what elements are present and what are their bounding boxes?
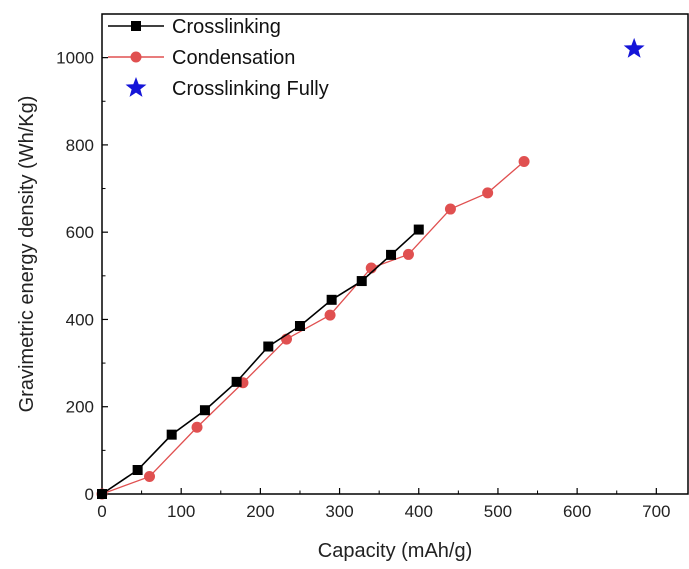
legend-marker — [131, 21, 141, 31]
data-point — [386, 249, 397, 260]
x-tick-label: 300 — [325, 502, 353, 521]
plot-frame — [101, 13, 689, 495]
legend-label: Crosslinking Fully — [172, 78, 329, 100]
data-point — [231, 376, 242, 387]
x-tick-label: 400 — [405, 502, 433, 521]
data-point — [199, 405, 210, 416]
y-tick-label: 400 — [66, 310, 94, 329]
data-point — [166, 429, 177, 440]
series-condensation — [96, 155, 530, 500]
x-tick-label: 600 — [563, 502, 591, 521]
data-point — [326, 294, 337, 305]
data-point — [263, 341, 274, 352]
data-point — [402, 248, 414, 260]
data-point — [191, 421, 203, 433]
x-axis-title: Capacity (mAh/g) — [318, 540, 473, 562]
y-tick-label: 1000 — [56, 49, 94, 68]
data-point — [144, 471, 156, 483]
data-point — [356, 276, 367, 287]
series-layer — [96, 37, 645, 500]
x-tick-label: 500 — [484, 502, 512, 521]
legend: Crosslinking Condensation Crosslinking Ful… — [108, 16, 329, 100]
legend-item: Condensation — [108, 47, 295, 69]
x-tick-label: 700 — [642, 502, 670, 521]
data-point — [482, 187, 494, 199]
data-point — [518, 155, 530, 167]
x-tick-label: 100 — [167, 502, 195, 521]
x-tick-label: 200 — [246, 502, 274, 521]
data-point — [324, 309, 336, 321]
data-point — [294, 321, 305, 331]
x-axis-ticks: 0 100 200 300 400 500 600 700 — [97, 488, 671, 521]
legend-item: Crosslinking — [108, 16, 281, 38]
data-point — [97, 489, 107, 499]
legend-label: Crosslinking — [172, 16, 281, 38]
y-axis-title: Gravimetric energy density (Wh/Kg) — [16, 96, 38, 413]
data-point — [132, 465, 143, 475]
x-tick-label: 0 — [97, 502, 106, 521]
legend-label: Condensation — [172, 47, 295, 69]
legend-marker — [130, 51, 142, 63]
data-point — [444, 203, 456, 215]
legend-item: Crosslinking Fully — [125, 77, 329, 100]
series-crosslinking — [97, 224, 424, 499]
y-tick-label: 800 — [66, 136, 94, 155]
data-point — [623, 37, 645, 58]
y-tick-label: 200 — [66, 398, 94, 417]
series-line — [101, 160, 525, 495]
series-crosslinking-fully — [623, 37, 645, 58]
data-point — [413, 224, 424, 235]
legend-marker — [125, 77, 147, 97]
y-axis-ticks: 0 200 400 600 800 1000 — [56, 49, 108, 504]
y-tick-label: 600 — [66, 223, 94, 242]
y-tick-label: 0 — [85, 485, 94, 504]
